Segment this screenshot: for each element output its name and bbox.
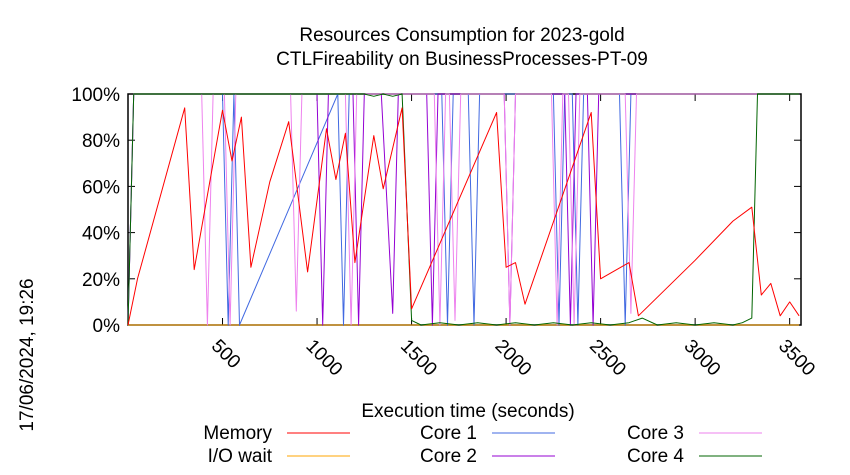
- x-axis-label: Execution time (seconds): [361, 401, 574, 422]
- x-tick-label: 2500: [585, 336, 630, 381]
- series-lines: [127, 93, 800, 326]
- legend-label: Core 4: [627, 446, 684, 467]
- series-line-core-3: [127, 93, 800, 326]
- y-axis-ticks: 0% 20% 40% 60% 80% 100%: [71, 85, 801, 337]
- y-tick-label: 0%: [93, 316, 121, 337]
- x-axis-ticks: 500 1000 1500 2000 2500 3000 3500: [207, 94, 819, 380]
- legend-label: I/O wait: [208, 446, 273, 467]
- x-tick-label: 1500: [396, 336, 441, 381]
- x-tick-label: 2000: [491, 336, 536, 381]
- series-line-core-1: [127, 93, 800, 326]
- legend-label: Core 3: [627, 423, 684, 444]
- legend-label: Core 2: [420, 446, 477, 467]
- series-line-core-4: [127, 93, 800, 326]
- x-tick-label: 3500: [774, 336, 819, 381]
- x-tick-label: 3000: [680, 336, 725, 381]
- y-tick-label: 80%: [82, 131, 120, 152]
- legend-label: Core 1: [420, 423, 477, 444]
- y-tick-label: 40%: [82, 224, 120, 245]
- y-tick-label: 100%: [71, 85, 120, 106]
- x-tick-label: 1000: [302, 336, 347, 381]
- x-tick-label: 500: [207, 336, 244, 373]
- series-line-memory: [127, 107, 800, 326]
- y-tick-label: 60%: [82, 177, 120, 198]
- legend-label: Memory: [203, 423, 272, 444]
- chart-subtitle: CTLFireability on BusinessProcesses-PT-0…: [276, 49, 648, 70]
- timestamp-label: 17/06/2024, 19:26: [17, 278, 38, 431]
- chart-title: Resources Consumption for 2023-gold: [299, 25, 624, 46]
- y-tick-label: 20%: [82, 270, 120, 291]
